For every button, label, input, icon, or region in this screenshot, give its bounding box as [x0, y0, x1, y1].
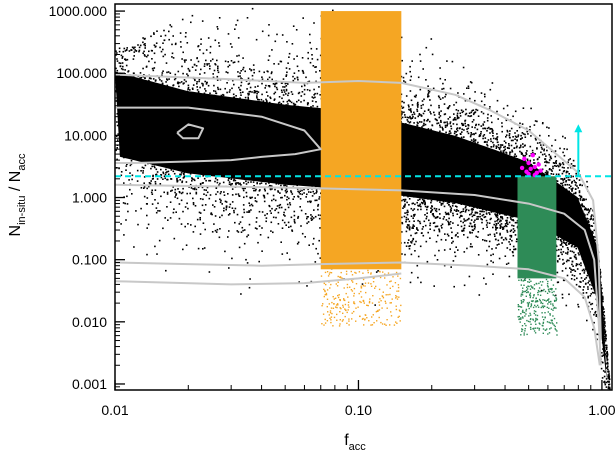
y-tick-label: 100.000 — [56, 65, 107, 81]
density-band — [115, 71, 607, 381]
axes: 0.01 0.10 1.00 0.001 0.010 0.100 1.000 10.000 10… — [49, 3, 615, 418]
contour-outer-2 — [115, 73, 602, 341]
contour-middle-1 — [115, 106, 322, 164]
selected-point — [530, 153, 535, 158]
selected-point — [528, 166, 533, 171]
x-tick-label: 1.00 — [588, 402, 615, 418]
y-axis-title-den: N — [7, 171, 24, 183]
x-tick-label: 0.10 — [345, 402, 372, 418]
x-axis-title: facc — [344, 432, 366, 453]
plot-area — [115, 7, 612, 390]
band-points-1 — [320, 269, 402, 327]
selected-point — [536, 162, 541, 167]
band-1 — [320, 11, 402, 270]
y-tick-label: 1.000 — [72, 190, 107, 206]
x-tick-label: 0.01 — [101, 402, 128, 418]
y-tick-label: 0.100 — [72, 252, 107, 268]
y-tick-label: 10.000 — [64, 127, 107, 143]
y-axis-title-den-sub: acc — [16, 153, 28, 171]
selected-point — [519, 165, 525, 171]
contour-outer-3 — [115, 183, 602, 366]
contour-outer-5 — [115, 272, 402, 286]
band-points-2 — [517, 278, 558, 336]
y-axis-title-num-sub: in-situ — [16, 196, 28, 225]
selected-point — [526, 171, 531, 177]
contour-outer-4 — [115, 261, 601, 366]
x-axis-title-sub: acc — [349, 441, 367, 453]
arrow-head — [574, 124, 583, 133]
selected-point — [526, 160, 531, 166]
x-axis-title-base: f — [344, 432, 349, 449]
y-axis-title: Nin-situ / Nacc — [7, 153, 28, 236]
band-2 — [517, 176, 557, 279]
selected-point — [532, 164, 537, 170]
y-tick-label: 1000.000 — [49, 3, 108, 19]
y-axis-title-num: N — [7, 225, 24, 237]
y-tick-label: 0.010 — [72, 314, 107, 330]
selected-point — [538, 168, 543, 173]
y-tick-label: 0.001 — [72, 376, 107, 392]
contour-inner-0 — [176, 123, 205, 140]
selected-point — [522, 156, 527, 161]
y-axis-title-sep: / — [7, 182, 24, 195]
